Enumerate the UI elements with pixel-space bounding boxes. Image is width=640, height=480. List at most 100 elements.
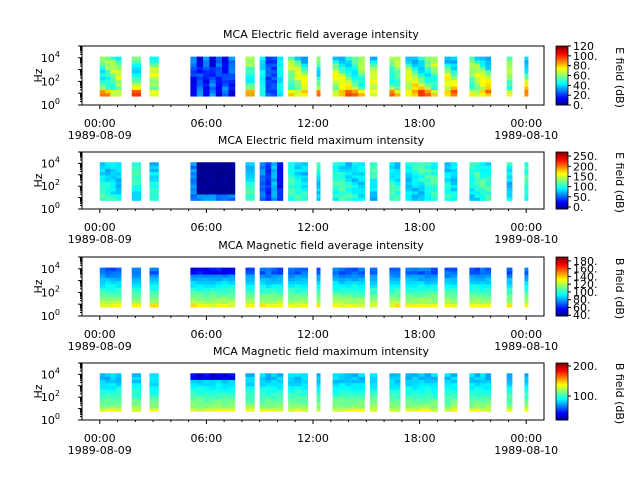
spectrogram-cell [332,280,340,285]
spectrogram-cell [524,63,529,67]
spectrogram-cell [99,184,106,189]
spectrogram-cell [444,63,452,67]
spectrogram-cell [485,79,492,84]
spectrogram-cell [222,197,229,201]
spectrogram-cell [105,69,111,74]
spectrogram-cell [469,389,476,393]
spectrogram-cell [369,280,378,285]
spectrogram-cell [115,389,122,393]
colorbar-swatch [556,371,568,373]
spectrogram-cell [203,73,210,77]
colorbar-swatch [556,311,568,313]
spectrogram-cell [506,197,513,201]
spectrogram-cell [277,395,284,400]
spectrogram-cell [190,89,198,94]
spectrogram-cell [469,63,476,67]
spectrogram-cell [338,290,346,295]
spectrogram-cell [450,293,458,298]
spectrogram-cell [277,270,284,275]
spectrogram-cell [506,165,513,170]
spectrogram-cell [469,171,476,176]
spectrogram-cell [524,389,529,393]
spectrogram-cell [524,297,529,301]
spectrogram-cell [474,89,481,94]
spectrogram-cell [394,395,401,400]
spectrogram-cell [271,290,278,295]
colorbar-swatch [556,406,568,409]
spectrogram-cell [110,408,117,412]
y-axis-label: Hz [32,279,45,293]
colorbar-swatch [556,82,568,85]
spectrogram-cell [418,69,425,74]
spectrogram-cell [149,73,159,77]
spectrogram-cell [450,270,458,275]
spectrogram-cell [115,270,122,275]
spectrogram-cell [196,63,204,67]
spectrogram-cell [190,385,198,390]
spectrogram-cell [245,389,255,393]
spectrogram-cell [338,92,346,97]
spectrogram-cell [190,267,198,272]
spectrogram-cell [131,373,142,377]
spectrogram-cell [450,69,458,74]
spectrogram-cell [190,197,198,201]
spectrogram-cell [485,174,492,179]
spectrogram-cell [190,92,198,97]
spectrogram-cell [259,56,266,61]
spectrogram-cell [209,398,217,403]
spectrogram-cell [351,178,359,182]
spectrogram-cell [265,290,272,295]
spectrogram-cell [215,184,223,189]
colorbar-swatch [556,382,568,384]
spectrogram-cell [405,300,413,305]
colorbar-swatch [556,292,568,295]
spectrogram-cell [105,382,111,387]
spectrogram-cell [430,184,438,189]
spectrogram-cell [338,392,346,396]
spectrogram-cell [222,59,229,64]
colorbar-swatch [556,399,568,402]
spectrogram-cell [277,277,284,282]
spectrogram-cell [338,178,346,182]
spectrogram-cell [358,277,365,282]
spectrogram-cell [485,297,492,301]
spectrogram-cell [394,56,401,61]
colorbar-swatch [556,276,568,279]
colorbar-swatch [556,366,568,369]
spectrogram-cell [411,178,419,182]
spectrogram-cell [215,290,223,295]
spectrogram-cell [215,168,223,173]
spectrogram-cell [222,194,229,198]
spectrogram-cell [259,181,266,185]
spectrogram-cell [351,405,359,409]
spectrogram-cell [99,408,106,412]
spectrogram-cell [209,373,217,377]
spectrogram-cell [203,376,210,381]
spectrogram-cell [411,187,419,192]
spectrogram-cell [389,76,396,81]
spectrogram-cell [424,162,432,166]
spectrogram-cell [294,82,302,87]
spectrogram-cell [450,181,458,185]
spectrogram-cell [351,82,359,87]
spectrogram-cell [301,73,309,77]
spectrogram-cell [506,86,513,90]
spectrogram-cell [418,297,425,301]
spectrogram-cell [485,89,492,94]
spectrogram-cell [450,303,458,308]
spectrogram-cell [418,379,425,384]
spectrogram-cell [99,398,106,403]
colorbar-swatch [556,206,568,209]
spectrogram-cell [209,392,217,396]
spectrogram-cell [485,373,492,377]
spectrogram-cell [265,162,272,166]
spectrogram-cell [424,274,432,278]
spectrogram-cell [209,79,217,84]
spectrogram-cell [265,385,272,390]
spectrogram-cell [190,300,198,305]
spectrogram-cell [332,293,340,298]
spectrogram-cell [259,69,266,74]
spectrogram-cell [389,267,396,272]
spectrogram-cell [389,395,396,400]
spectrogram-cell [222,280,229,285]
